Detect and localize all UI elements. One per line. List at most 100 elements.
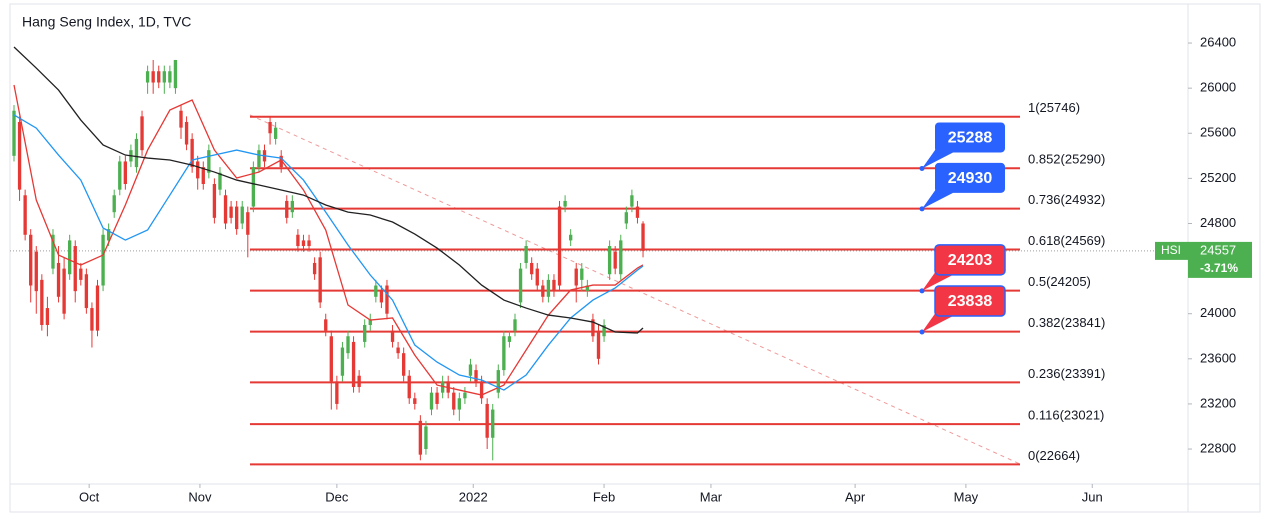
candle-body bbox=[346, 336, 350, 354]
candle-body bbox=[452, 392, 456, 410]
candle-body bbox=[340, 347, 345, 376]
candle-body bbox=[207, 150, 211, 173]
symbol-label: HSI bbox=[1161, 243, 1181, 257]
candle-body bbox=[557, 206, 562, 286]
candle-body bbox=[440, 381, 445, 393]
trend-line bbox=[249, 114, 1021, 465]
candle-body bbox=[630, 195, 634, 207]
candle-body bbox=[190, 138, 194, 168]
callout-label: 24930 bbox=[948, 170, 993, 187]
candle-body bbox=[396, 347, 400, 354]
fib-label: 0.618(24569) bbox=[1028, 233, 1105, 248]
callout-anchor bbox=[919, 329, 925, 335]
candle-body bbox=[613, 251, 617, 269]
candle-body bbox=[140, 116, 144, 151]
candle-body bbox=[463, 392, 467, 399]
candle-body bbox=[541, 285, 545, 297]
candle-body bbox=[429, 392, 434, 410]
candle-body bbox=[568, 234, 573, 241]
callout-label: 25288 bbox=[948, 130, 993, 147]
candle-body bbox=[290, 200, 295, 213]
candle-body bbox=[257, 150, 261, 168]
x-tick-label: 2022 bbox=[459, 489, 488, 504]
chart-title: Hang Seng Index, 1D, TVC bbox=[22, 14, 191, 30]
fib-label: 0.382(23841) bbox=[1028, 315, 1105, 330]
change-label: -3.71% bbox=[1200, 261, 1238, 275]
candle-body bbox=[574, 268, 578, 286]
moving-average bbox=[13, 46, 644, 334]
candle-body bbox=[457, 398, 462, 410]
y-tick-label: 24000 bbox=[1200, 305, 1236, 320]
candle-body bbox=[329, 336, 333, 382]
candle-body bbox=[240, 206, 244, 224]
candle-body bbox=[407, 375, 411, 399]
candle-body bbox=[112, 195, 116, 213]
candle-body bbox=[73, 246, 77, 292]
candle-body bbox=[479, 381, 484, 399]
candle-body bbox=[596, 330, 601, 359]
fib-label: 1(25746) bbox=[1028, 100, 1080, 115]
candle-body bbox=[413, 398, 417, 404]
candle-body bbox=[374, 285, 378, 297]
candle-body bbox=[268, 121, 272, 134]
candle-body bbox=[34, 251, 38, 292]
fib-label: 0.236(23391) bbox=[1028, 366, 1105, 381]
candle-body bbox=[485, 403, 489, 438]
candle-body bbox=[591, 319, 595, 337]
candle-body bbox=[173, 59, 178, 89]
fib-label: 0.852(25290) bbox=[1028, 152, 1105, 167]
callout-label: 23838 bbox=[948, 293, 993, 310]
frame bbox=[9, 3, 1261, 513]
candle-body bbox=[424, 426, 428, 450]
last-price-tag bbox=[1188, 241, 1252, 278]
last-price-label: 24557 bbox=[1200, 242, 1236, 257]
candle-body bbox=[201, 167, 205, 185]
candle-body bbox=[196, 161, 200, 179]
callout-box bbox=[935, 162, 1005, 193]
y-tick-label: 24800 bbox=[1200, 215, 1236, 230]
candle-body bbox=[368, 319, 372, 325]
candle-body bbox=[296, 234, 300, 247]
fib-label: 0(22664) bbox=[1028, 448, 1080, 463]
y-tick-label: 26000 bbox=[1200, 80, 1236, 95]
y-tick-label: 22800 bbox=[1200, 440, 1236, 455]
candle-body bbox=[468, 364, 473, 376]
candle-body bbox=[552, 279, 556, 292]
candle-body bbox=[84, 274, 89, 309]
candle-body bbox=[62, 268, 66, 314]
candle-body bbox=[246, 212, 250, 235]
candle-body bbox=[518, 268, 523, 303]
candle-body bbox=[619, 240, 623, 275]
candle-body bbox=[624, 212, 629, 224]
candle-body bbox=[546, 279, 551, 297]
callout-box bbox=[934, 244, 1006, 276]
candle-body bbox=[585, 285, 590, 292]
candle-body bbox=[335, 381, 339, 404]
x-tick-label: Nov bbox=[188, 489, 212, 504]
y-tick-label: 26400 bbox=[1200, 34, 1236, 49]
fib-label: 0.116(23021) bbox=[1028, 408, 1104, 423]
candle-body bbox=[401, 353, 406, 376]
candle-body bbox=[90, 308, 94, 331]
candle-body bbox=[357, 375, 361, 388]
candle-body bbox=[12, 110, 16, 156]
candle-body bbox=[79, 268, 83, 280]
candle-body bbox=[507, 336, 512, 342]
candle-body bbox=[513, 319, 517, 331]
y-tick-label: 25200 bbox=[1200, 170, 1236, 185]
candle-body bbox=[118, 161, 122, 190]
candle-body bbox=[229, 206, 233, 218]
candle-body bbox=[95, 285, 100, 331]
candle-body bbox=[312, 262, 317, 275]
fib-label: 0.736(24932) bbox=[1028, 192, 1105, 207]
candle-body bbox=[273, 127, 278, 139]
candle-body bbox=[68, 240, 72, 275]
callout-box bbox=[935, 122, 1005, 153]
candle-body bbox=[45, 308, 50, 325]
fib-label: 0.5(24205) bbox=[1028, 274, 1091, 289]
x-tick-label: May bbox=[954, 489, 979, 504]
candle-body bbox=[168, 71, 172, 83]
x-tick-label: Mar bbox=[700, 489, 723, 504]
candle-body bbox=[301, 240, 306, 247]
